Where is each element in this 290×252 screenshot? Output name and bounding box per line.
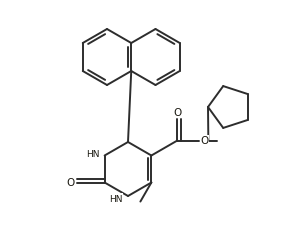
Text: HN: HN — [86, 149, 100, 158]
Text: O: O — [66, 178, 75, 188]
Text: O: O — [173, 107, 182, 117]
Text: O: O — [200, 136, 209, 146]
Text: HN: HN — [110, 194, 123, 203]
